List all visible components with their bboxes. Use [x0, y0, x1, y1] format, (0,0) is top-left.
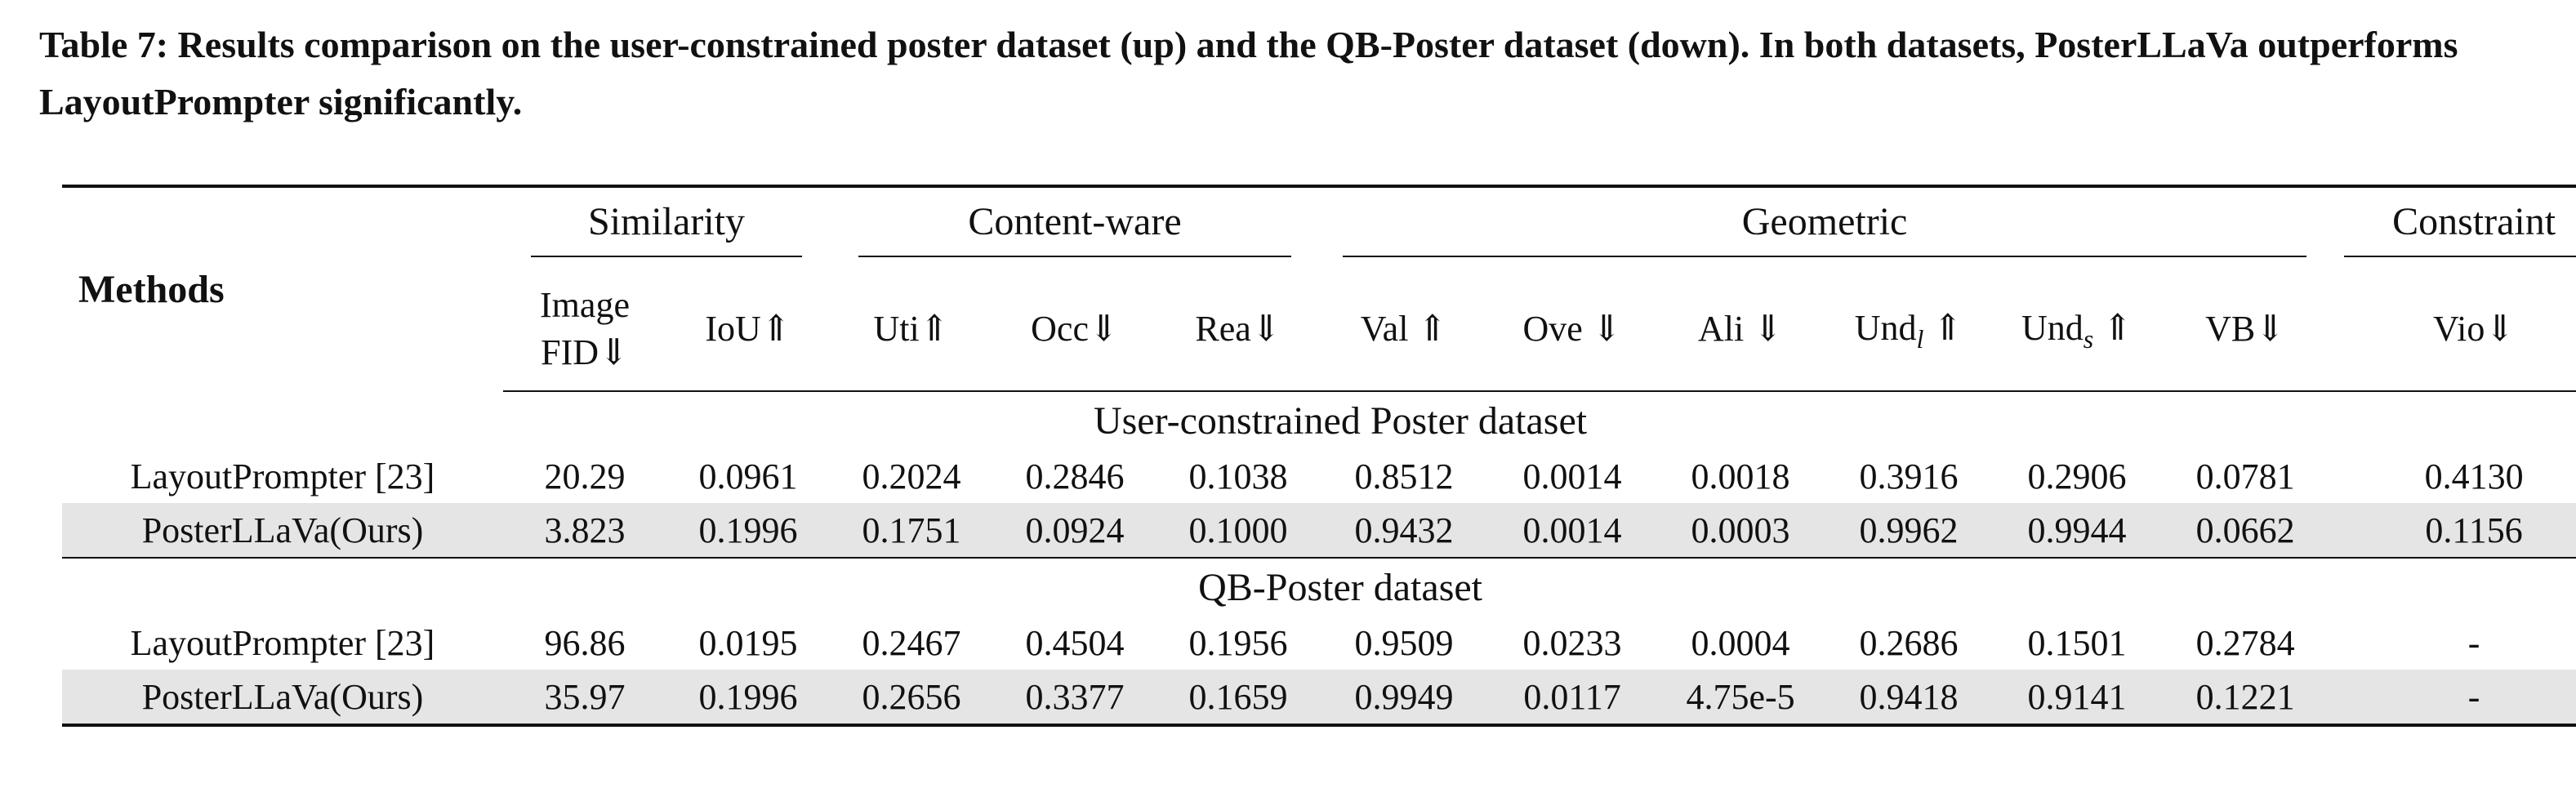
metric-vio: Vio⇓ [2329, 268, 2576, 392]
value-cell: 0.4504 [1025, 622, 1125, 663]
group-constraint: Constraint [2329, 186, 2576, 268]
group-content-label: Content-ware [858, 199, 1292, 257]
metric-unds: Unds ⇑ [1993, 268, 2162, 392]
metric-ali: Ali ⇓ [1656, 268, 1825, 392]
value-cell: 0.0014 [1488, 503, 1657, 559]
table-row: PosterLLaVa(Ours) 35.97 0.1996 0.2656 0.… [62, 670, 2576, 727]
value-cell: 0.0961 [698, 456, 798, 496]
group-constraint-label: Constraint [2344, 199, 2576, 257]
value-cell: 0.9432 [1320, 503, 1489, 559]
value-cell: 0.1000 [1157, 503, 1321, 559]
group-geometric-label: Geometric [1343, 199, 2307, 257]
metric-undl: Undl ⇑ [1825, 268, 1994, 392]
value-cell: 0.1956 [1188, 622, 1288, 663]
value-cell: 0.4130 [2424, 456, 2524, 496]
metric-undl-sub: l [1916, 323, 1924, 354]
table-caption: Table 7: Results comparison on the user-… [39, 24, 2458, 122]
value-cell: 0.1751 [830, 503, 993, 559]
value-cell: 0.9418 [1825, 670, 1994, 727]
metric-rea: Rea⇓ [1157, 268, 1321, 392]
value-cell: 0.1221 [2161, 670, 2330, 727]
value-cell: 4.75e-5 [1656, 670, 1825, 727]
group-similarity-label: Similarity [531, 199, 802, 257]
group-similarity: Similarity [503, 186, 830, 268]
table-row: LayoutPrompter [23] 20.29 0.0961 0.2024 … [62, 449, 2576, 503]
value-cell: 0.2906 [2027, 456, 2127, 496]
method-name: PosterLLaVa(Ours) [62, 503, 503, 559]
metric-unds-sub: s [2083, 323, 2094, 354]
value-cell: 0.0018 [1691, 456, 1790, 496]
value-cell: 0.9141 [1993, 670, 2162, 727]
value-cell: 0.1156 [2329, 503, 2576, 559]
value-cell: 0.0924 [993, 503, 1157, 559]
section-title: User-constrained Poster dataset [1093, 398, 1588, 443]
value-cell: 0.0662 [2161, 503, 2330, 559]
method-name: LayoutPrompter [23] [130, 622, 435, 663]
value-cell: 35.97 [503, 670, 666, 727]
value-cell: 3.823 [503, 503, 666, 559]
metric-unds-arrow: ⇑ [2093, 307, 2133, 348]
value-cell: 0.2024 [862, 456, 961, 496]
value-cell: 0.2846 [1025, 456, 1125, 496]
metric-val: Val ⇑ [1320, 268, 1489, 392]
value-cell: 0.0117 [1488, 670, 1657, 727]
table-row: LayoutPrompter [23] 96.86 0.0195 0.2467 … [62, 616, 2576, 670]
value-cell: 20.29 [544, 456, 626, 496]
value-cell: 0.2784 [2195, 622, 2295, 663]
section-title: QB-Poster dataset [1198, 565, 1483, 609]
group-header-row: Methods Similarity Content-ware Geometri… [62, 186, 2576, 311]
value-cell: 0.9949 [1320, 670, 1489, 727]
value-cell: 0.3377 [993, 670, 1157, 727]
value-cell: 0.9509 [1354, 622, 1454, 663]
value-cell: - [2329, 670, 2576, 727]
metric-fid-line2: FID⇓ [541, 332, 629, 372]
value-cell: 0.2656 [830, 670, 993, 727]
value-cell: 0.2467 [862, 622, 961, 663]
metric-fid-line1: Image [540, 285, 630, 325]
value-cell: 0.9962 [1825, 503, 1994, 559]
value-cell: 0.8512 [1354, 456, 1454, 496]
group-geometric: Geometric [1320, 186, 2329, 268]
metric-undl-arrow: ⇑ [1923, 307, 1963, 348]
metric-undl-base: Und [1854, 307, 1917, 348]
methods-header: Methods [78, 268, 225, 311]
group-content: Content-ware [830, 186, 1320, 268]
value-cell: 0.0781 [2195, 456, 2295, 496]
metric-ove: Ove ⇓ [1488, 268, 1657, 392]
metric-header-row: Image FID⇓ IoU⇑ Uti⇑ Occ⇓ Rea⇓ Val ⇑ Ove… [62, 268, 2576, 392]
metric-occ: Occ⇓ [993, 268, 1157, 392]
results-table: Methods Similarity Content-ware Geometri… [62, 185, 2576, 727]
metric-vb: VB⇓ [2161, 268, 2330, 392]
value-cell: 0.2686 [1859, 622, 1959, 663]
value-cell: 0.0233 [1522, 622, 1622, 663]
value-cell: 0.1996 [666, 670, 830, 727]
value-cell: - [2467, 622, 2480, 663]
metric-unds-base: Und [2021, 307, 2084, 348]
value-cell: 0.0004 [1691, 622, 1790, 663]
method-name: LayoutPrompter [23] [130, 456, 435, 496]
section-title-row: QB-Poster dataset [62, 558, 2576, 616]
value-cell: 0.9944 [1993, 503, 2162, 559]
table-row: PosterLLaVa(Ours) 3.823 0.1996 0.1751 0.… [62, 503, 2576, 559]
value-cell: 96.86 [544, 622, 626, 663]
method-name: PosterLLaVa(Ours) [62, 670, 503, 727]
value-cell: 0.3916 [1859, 456, 1959, 496]
value-cell: 0.1038 [1188, 456, 1288, 496]
value-cell: 0.1659 [1157, 670, 1321, 727]
value-cell: 0.0014 [1522, 456, 1622, 496]
metric-uti: Uti⇑ [830, 268, 993, 392]
value-cell: 0.0195 [698, 622, 798, 663]
metric-iou: IoU⇑ [666, 268, 830, 392]
section-title-row: User-constrained Poster dataset [62, 391, 2576, 449]
value-cell: 0.1501 [2027, 622, 2127, 663]
metric-fid: Image FID⇓ [503, 268, 666, 392]
value-cell: 0.1996 [666, 503, 830, 559]
value-cell: 0.0003 [1656, 503, 1825, 559]
